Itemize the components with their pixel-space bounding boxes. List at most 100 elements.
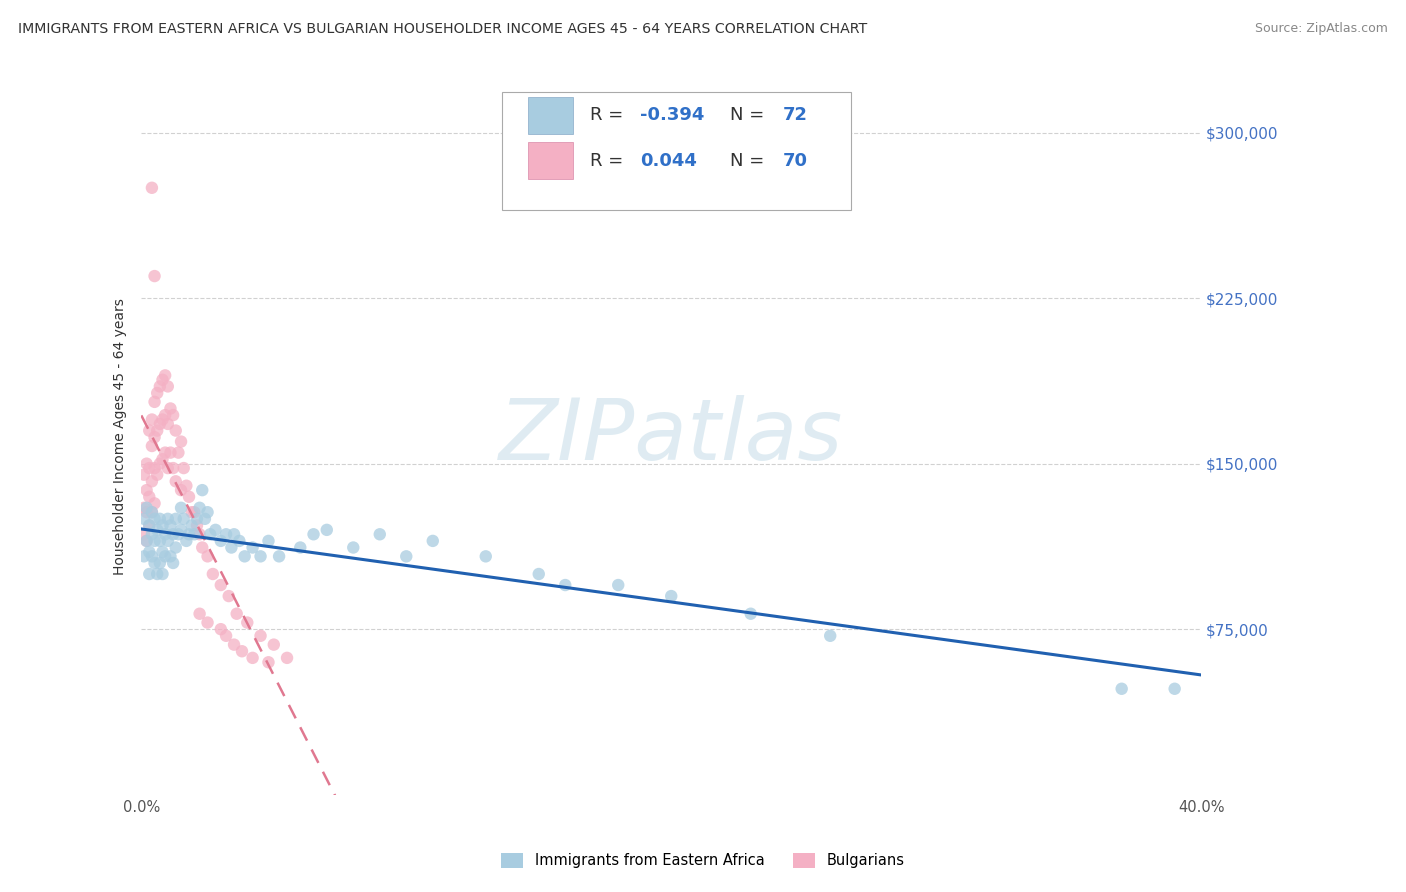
Point bbox=[141, 475, 163, 489]
Point bbox=[236, 615, 259, 630]
Point bbox=[422, 533, 444, 548]
Point bbox=[231, 644, 253, 658]
Point bbox=[152, 452, 174, 467]
Point bbox=[818, 629, 841, 643]
Point bbox=[302, 527, 325, 541]
Point bbox=[146, 523, 169, 537]
Point bbox=[156, 461, 179, 475]
Point bbox=[159, 518, 181, 533]
Point bbox=[143, 268, 166, 283]
Point bbox=[165, 541, 187, 555]
Point bbox=[159, 401, 181, 416]
Point bbox=[141, 505, 163, 519]
Point bbox=[201, 567, 224, 582]
Point bbox=[165, 424, 187, 438]
Point bbox=[156, 512, 179, 526]
Point bbox=[167, 445, 190, 459]
Point bbox=[167, 527, 190, 541]
Point bbox=[162, 408, 184, 422]
FancyBboxPatch shape bbox=[529, 97, 572, 134]
Point bbox=[141, 505, 163, 519]
Point bbox=[149, 379, 172, 393]
Point bbox=[249, 629, 271, 643]
Point bbox=[607, 578, 630, 592]
Point bbox=[152, 545, 174, 559]
Point bbox=[146, 424, 169, 438]
Point bbox=[143, 430, 166, 444]
Point bbox=[143, 512, 166, 526]
Point bbox=[152, 567, 174, 582]
Point bbox=[153, 408, 176, 422]
Point bbox=[138, 490, 160, 504]
Point bbox=[135, 500, 157, 515]
Point bbox=[180, 518, 202, 533]
Point bbox=[173, 461, 195, 475]
Point bbox=[263, 638, 285, 652]
Point bbox=[153, 368, 176, 383]
Point bbox=[177, 527, 200, 541]
Point bbox=[146, 467, 169, 482]
Text: R =: R = bbox=[589, 106, 628, 125]
Legend: Immigrants from Eastern Africa, Bulgarians: Immigrants from Eastern Africa, Bulgaria… bbox=[494, 846, 912, 876]
Point bbox=[225, 607, 247, 621]
Point bbox=[209, 533, 232, 548]
Point bbox=[740, 607, 762, 621]
Point bbox=[221, 541, 243, 555]
Point bbox=[173, 512, 195, 526]
Point bbox=[159, 549, 181, 564]
Point bbox=[257, 655, 280, 669]
Point bbox=[143, 556, 166, 570]
Point bbox=[188, 607, 211, 621]
Point bbox=[138, 545, 160, 559]
Text: R =: R = bbox=[589, 152, 628, 169]
Point bbox=[186, 518, 208, 533]
Point bbox=[138, 424, 160, 438]
Point bbox=[170, 483, 193, 497]
Point bbox=[188, 500, 211, 515]
Text: N =: N = bbox=[730, 152, 769, 169]
Point bbox=[162, 556, 184, 570]
Point bbox=[143, 395, 166, 409]
Point bbox=[149, 533, 172, 548]
Point bbox=[188, 527, 211, 541]
Point bbox=[138, 567, 160, 582]
Text: -0.394: -0.394 bbox=[641, 106, 704, 125]
Point bbox=[146, 567, 169, 582]
Point bbox=[135, 505, 157, 519]
Point bbox=[135, 483, 157, 497]
Point bbox=[215, 527, 238, 541]
Point bbox=[165, 512, 187, 526]
Text: 70: 70 bbox=[783, 152, 807, 169]
Point bbox=[143, 533, 166, 548]
Point bbox=[170, 500, 193, 515]
Point bbox=[474, 549, 496, 564]
Point bbox=[242, 541, 264, 555]
Point bbox=[197, 549, 219, 564]
Point bbox=[149, 556, 172, 570]
Point bbox=[242, 651, 264, 665]
FancyBboxPatch shape bbox=[502, 92, 852, 211]
Point bbox=[146, 386, 169, 401]
Point bbox=[170, 523, 193, 537]
Point bbox=[156, 533, 179, 548]
Point bbox=[194, 512, 217, 526]
Point bbox=[176, 533, 198, 548]
Point bbox=[141, 549, 163, 564]
Point bbox=[176, 479, 198, 493]
Text: Source: ZipAtlas.com: Source: ZipAtlas.com bbox=[1254, 22, 1388, 36]
Text: IMMIGRANTS FROM EASTERN AFRICA VS BULGARIAN HOUSEHOLDER INCOME AGES 45 - 64 YEAR: IMMIGRANTS FROM EASTERN AFRICA VS BULGAR… bbox=[18, 22, 868, 37]
Point bbox=[156, 379, 179, 393]
Point bbox=[135, 533, 157, 548]
Point bbox=[276, 651, 298, 665]
Point bbox=[143, 496, 166, 510]
Point bbox=[156, 417, 179, 431]
Point bbox=[152, 412, 174, 426]
Point bbox=[527, 567, 550, 582]
Point bbox=[197, 505, 219, 519]
Point bbox=[290, 541, 312, 555]
Point bbox=[159, 445, 181, 459]
Point bbox=[233, 549, 256, 564]
Point bbox=[183, 505, 205, 519]
Point bbox=[132, 549, 155, 564]
Point bbox=[132, 500, 155, 515]
